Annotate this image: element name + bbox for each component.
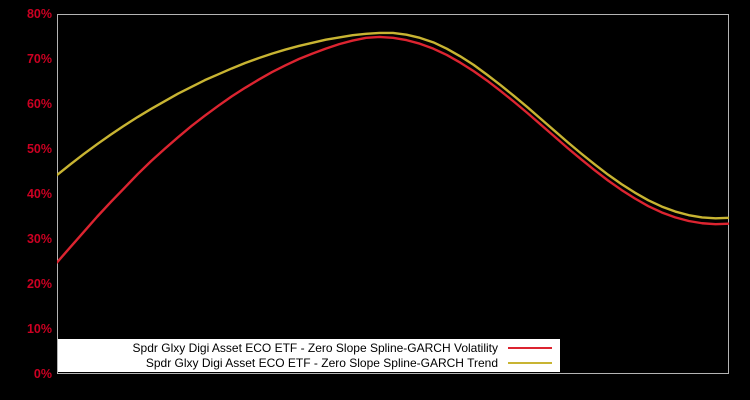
chart-lines (57, 31, 729, 264)
y-axis-tick-label: 70% (26, 52, 52, 66)
legend-entry[interactable]: Spdr Glxy Digi Asset ECO ETF - Zero Slop… (58, 356, 560, 371)
y-axis-tick-label: 60% (26, 97, 52, 111)
legend-color-swatch (508, 347, 552, 349)
legend-entry-label: Spdr Glxy Digi Asset ECO ETF - Zero Slop… (145, 356, 498, 370)
series-line-volatility (57, 35, 729, 264)
y-axis-tick-label: 0% (33, 367, 52, 381)
y-axis-tick-label: 50% (26, 142, 52, 156)
y-axis-tick-label: 40% (26, 187, 52, 201)
series-line-trend (57, 31, 729, 220)
y-axis-tick-label: 30% (26, 232, 52, 246)
legend-color-swatch (508, 362, 552, 364)
y-axis-tick-label: 20% (26, 277, 52, 291)
chart-legend: Spdr Glxy Digi Asset ECO ETF - Zero Slop… (58, 339, 560, 372)
y-axis: 80% 70% 60% 50% 40% 30% 20% 10% 0% (0, 0, 52, 400)
legend-entry[interactable]: Spdr Glxy Digi Asset ECO ETF - Zero Slop… (58, 341, 560, 356)
y-axis-tick-label: 10% (26, 322, 52, 336)
y-axis-tick-label: 80% (26, 7, 52, 21)
legend-entry-label: Spdr Glxy Digi Asset ECO ETF - Zero Slop… (132, 341, 498, 355)
plot-area (57, 14, 729, 374)
